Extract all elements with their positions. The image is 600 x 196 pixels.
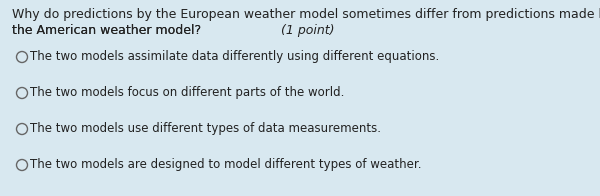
Text: The two models focus on different parts of the world.: The two models focus on different parts … bbox=[30, 86, 344, 99]
Text: the American weather model?: the American weather model? bbox=[12, 24, 209, 37]
Text: The two models are designed to model different types of weather.: The two models are designed to model dif… bbox=[30, 158, 421, 171]
Text: The two models assimilate data differently using different equations.: The two models assimilate data different… bbox=[30, 50, 439, 63]
Text: Why do predictions by the European weather model sometimes differ from predictio: Why do predictions by the European weath… bbox=[12, 8, 600, 21]
Text: (1 point): (1 point) bbox=[281, 24, 335, 37]
Text: The two models use different types of data measurements.: The two models use different types of da… bbox=[30, 122, 381, 135]
Text: the American weather model?: the American weather model? bbox=[12, 24, 209, 37]
